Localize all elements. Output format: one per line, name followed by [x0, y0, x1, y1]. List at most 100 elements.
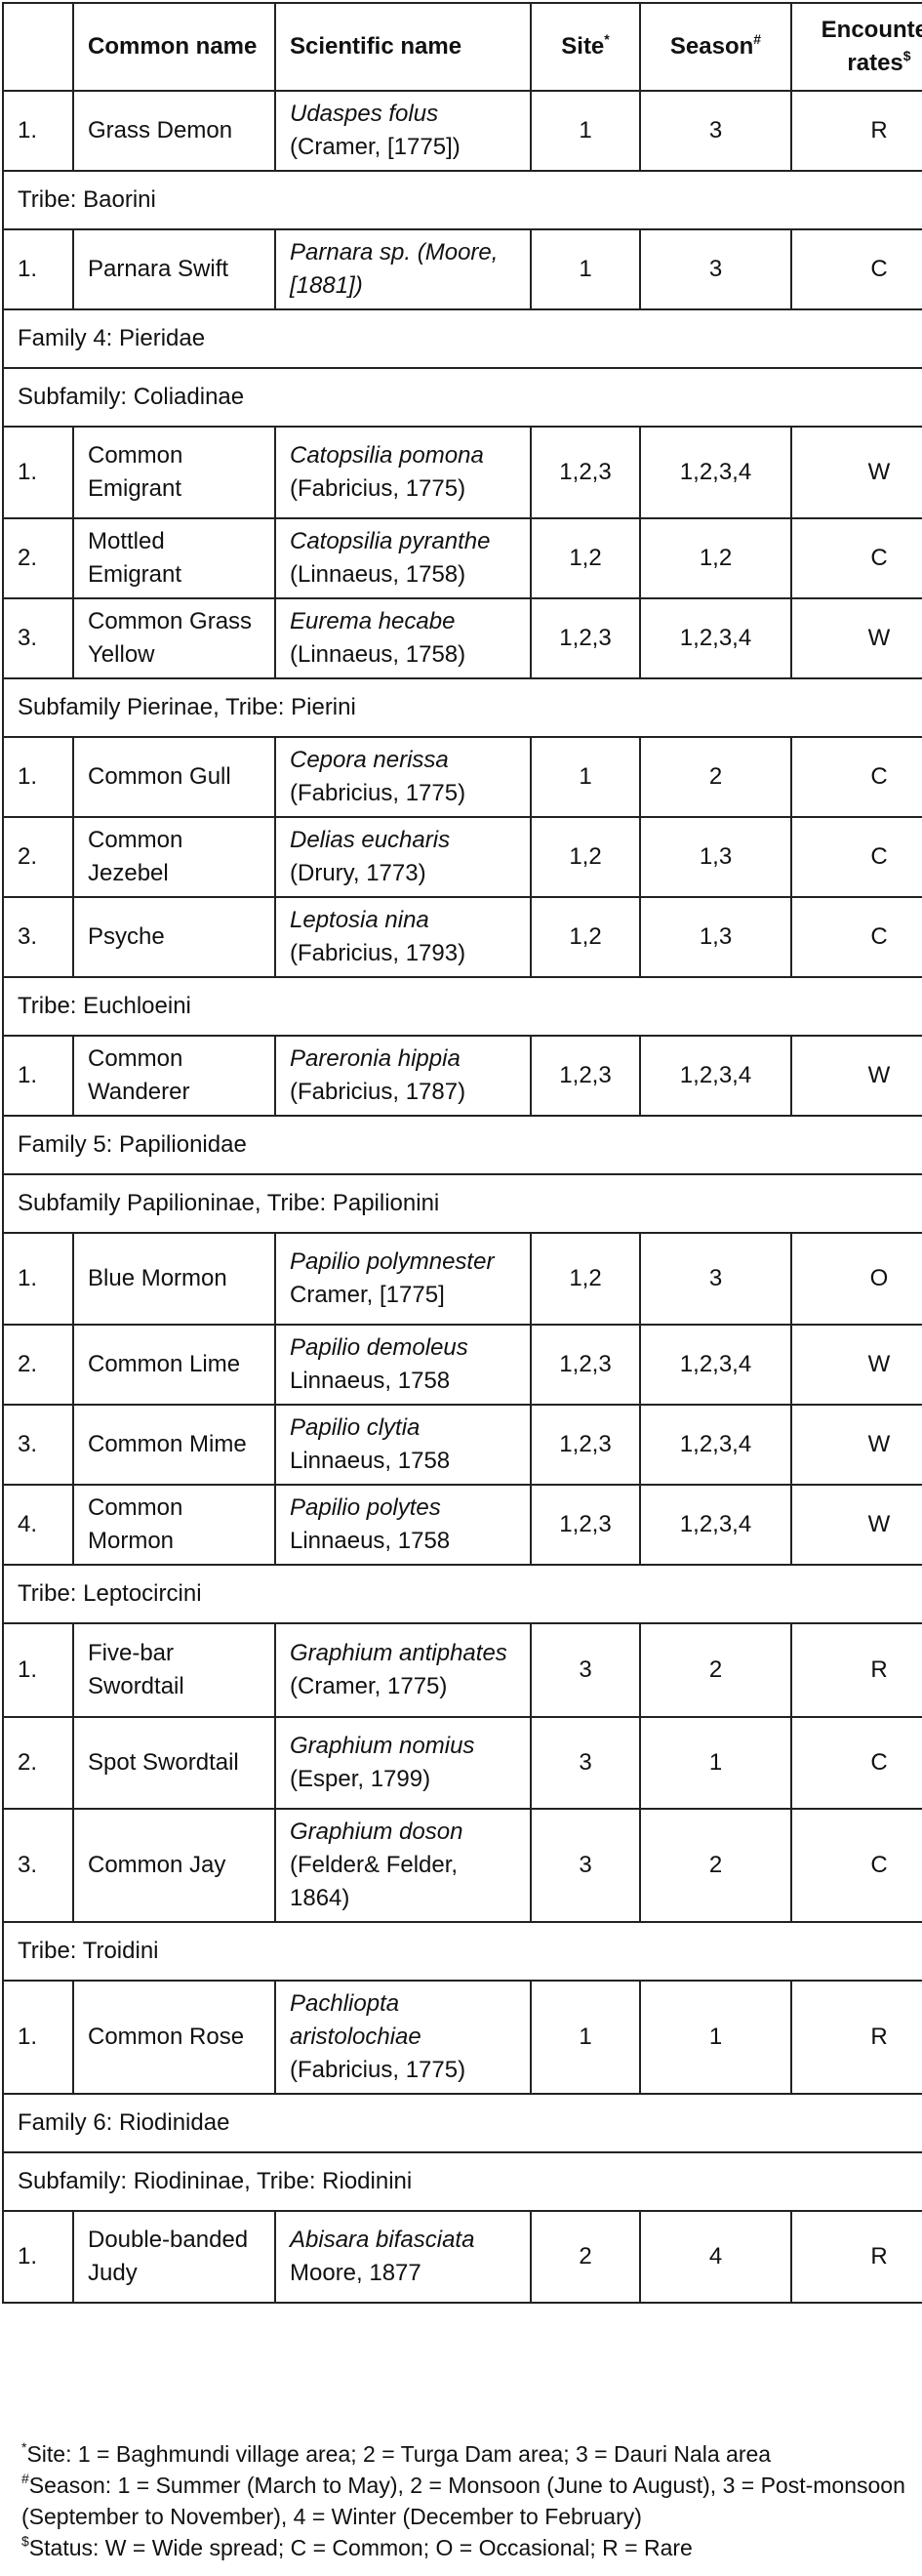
scientific-name: Delias eucharis (Drury, 1773) — [274, 816, 532, 898]
species-row: 1. Common Gull Cepora nerissa (Fabricius, … — [2, 736, 922, 818]
scientific-authority: (Cramer, [1775]) — [290, 134, 461, 160]
season-value: 1,2,3,4 — [639, 597, 792, 679]
scientific-binomial: Graphium nomius — [290, 1733, 475, 1759]
encounter-rate: C — [790, 1716, 922, 1810]
scientific-name: Catopsilia pyranthe (Linnaeus, 1758) — [274, 517, 532, 599]
scientific-name: Papilio clytia Linnaeus, 1758 — [274, 1404, 532, 1486]
scientific-authority: (Felder& Felder, 1864) — [290, 1852, 459, 1911]
group-row: Subfamily Pierinae, Tribe: Pierini — [2, 677, 922, 738]
scientific-name: Parnara sp. (Moore, [1881]) — [274, 228, 532, 310]
encounter-rate: C — [790, 736, 922, 818]
butterfly-species-table: Common name Scientific name Site* Season… — [2, 2, 922, 2304]
common-name: Common Jezebel — [72, 816, 276, 898]
header-season-mark: # — [753, 31, 762, 47]
group-label: Family 5: Papilionidae — [2, 1115, 922, 1175]
row-number: 4. — [2, 1484, 74, 1566]
scientific-name: Graphium antiphates (Cramer, 1775) — [274, 1622, 532, 1718]
scientific-binomial: Leptosia nina — [290, 907, 429, 933]
group-row: Subfamily: Riodininae, Tribe: Riodinini — [2, 2151, 922, 2212]
encounter-rate: C — [790, 1808, 922, 1923]
season-value: 1,3 — [639, 896, 792, 978]
site-value: 1,2 — [530, 816, 641, 898]
encounter-rate: C — [790, 517, 922, 599]
site-value: 1,2,3 — [530, 1324, 641, 1406]
site-value: 3 — [530, 1622, 641, 1718]
encounter-rate: R — [790, 1622, 922, 1718]
species-row: 1. Common Rose Pachliopta aristolochiae (F… — [2, 1980, 922, 2095]
season-value: 1 — [639, 1980, 792, 2095]
common-name: Common Rose — [72, 1980, 276, 2095]
common-name: Common Mormon — [72, 1484, 276, 1566]
scientific-name: Papilio polytes Linnaeus, 1758 — [274, 1484, 532, 1566]
site-value: 1 — [530, 1980, 641, 2095]
scientific-binomial: Graphium antiphates — [290, 1640, 507, 1666]
species-row: 3. Common Mime Papilio clytia Linnaeus, 17… — [2, 1404, 922, 1486]
row-number: 1. — [2, 1622, 74, 1718]
scientific-binomial: Papilio clytia — [290, 1414, 421, 1441]
footnote-text: Site: 1 = Baghmundi village area; 2 = Tu… — [26, 2441, 772, 2467]
scientific-authority: (Esper, 1799) — [290, 1766, 431, 1792]
site-value: 3 — [530, 1808, 641, 1923]
scientific-authority: (Linnaeus, 1758) — [290, 641, 466, 668]
header-common-name: Common name — [72, 2, 276, 92]
season-value: 3 — [639, 228, 792, 310]
group-row: Tribe: Troidini — [2, 1921, 922, 1982]
site-value: 1 — [530, 228, 641, 310]
group-label: Tribe: Leptocircini — [2, 1564, 922, 1624]
common-name: Five-bar Swordtail — [72, 1622, 276, 1718]
season-value: 2 — [639, 1622, 792, 1718]
species-row: 1. Grass Demon Udaspes folus (Cramer, [177… — [2, 90, 922, 172]
scientific-name: Papilio demoleus Linnaeus, 1758 — [274, 1324, 532, 1406]
season-value: 1,3 — [639, 816, 792, 898]
species-row: 1. Five-bar Swordtail Graphium antiphates … — [2, 1622, 922, 1718]
footnote-mark: $ — [21, 2533, 29, 2549]
encounter-rate: R — [790, 90, 922, 172]
scientific-binomial: Catopsilia pyranthe — [290, 528, 491, 554]
encounter-rate: W — [790, 597, 922, 679]
species-row: 3. Common Jay Graphium doson (Felder& Feld… — [2, 1808, 922, 1923]
scientific-binomial: Cepora nerissa — [290, 747, 449, 773]
row-number: 3. — [2, 597, 74, 679]
scientific-authority: (Fabricius, 1775) — [290, 475, 466, 502]
scientific-authority: Linnaeus, 1758 — [290, 1368, 451, 1394]
footnote-text: Season: 1 = Summer (March to May), 2 = M… — [21, 2473, 905, 2529]
common-name: Blue Mormon — [72, 1232, 276, 1326]
row-number: 3. — [2, 896, 74, 978]
scientific-binomial: Papilio demoleus — [290, 1334, 468, 1361]
scientific-authority: (Linnaeus, 1758) — [290, 561, 466, 588]
species-row: 1. Double-banded Judy Abisara bifasciata M… — [2, 2210, 922, 2304]
scientific-authority: Linnaeus, 1758 — [290, 1528, 451, 1554]
scientific-binomial: Delias eucharis — [290, 827, 451, 853]
encounter-rate: W — [790, 1324, 922, 1406]
season-value: 1,2,3,4 — [639, 426, 792, 519]
scientific-name: Eurema hecabe (Linnaeus, 1758) — [274, 597, 532, 679]
header-site: Site* — [530, 2, 641, 92]
group-label: Subfamily Pierinae, Tribe: Pierini — [2, 677, 922, 738]
scientific-authority: (Fabricius, 1775) — [290, 780, 466, 806]
season-value: 1 — [639, 1716, 792, 1810]
species-row: 3. Common Grass Yellow Eurema hecabe (Linn… — [2, 597, 922, 679]
scientific-binomial: Graphium doson — [290, 1819, 463, 1845]
row-number: 3. — [2, 1404, 74, 1486]
scientific-binomial: Eurema hecabe — [290, 608, 456, 634]
site-value: 1 — [530, 736, 641, 818]
group-row: Family 4: Pieridae — [2, 308, 922, 369]
site-value: 1,2,3 — [530, 1035, 641, 1117]
scientific-binomial: Catopsilia pomona — [290, 442, 484, 469]
common-name: Grass Demon — [72, 90, 276, 172]
common-name: Parnara Swift — [72, 228, 276, 310]
common-name: Spot Swordtail — [72, 1716, 276, 1810]
season-value: 4 — [639, 2210, 792, 2304]
header-scientific-name: Scientific name — [274, 2, 532, 92]
common-name: Psyche — [72, 896, 276, 978]
row-number: 1. — [2, 1035, 74, 1117]
scientific-name: Udaspes folus (Cramer, [1775]) — [274, 90, 532, 172]
header-number — [2, 2, 74, 92]
scientific-authority: Moore, 1877 — [290, 2260, 421, 2286]
scientific-name: Pareronia hippia (Fabricius, 1787) — [274, 1035, 532, 1117]
species-row: 4. Common Mormon Papilio polytes Linnaeus,… — [2, 1484, 922, 1566]
footnote: #Season: 1 = Summer (March to May), 2 = … — [21, 2470, 914, 2532]
group-label: Tribe: Baorini — [2, 170, 922, 230]
scientific-name: Graphium doson (Felder& Felder, 1864) — [274, 1808, 532, 1923]
